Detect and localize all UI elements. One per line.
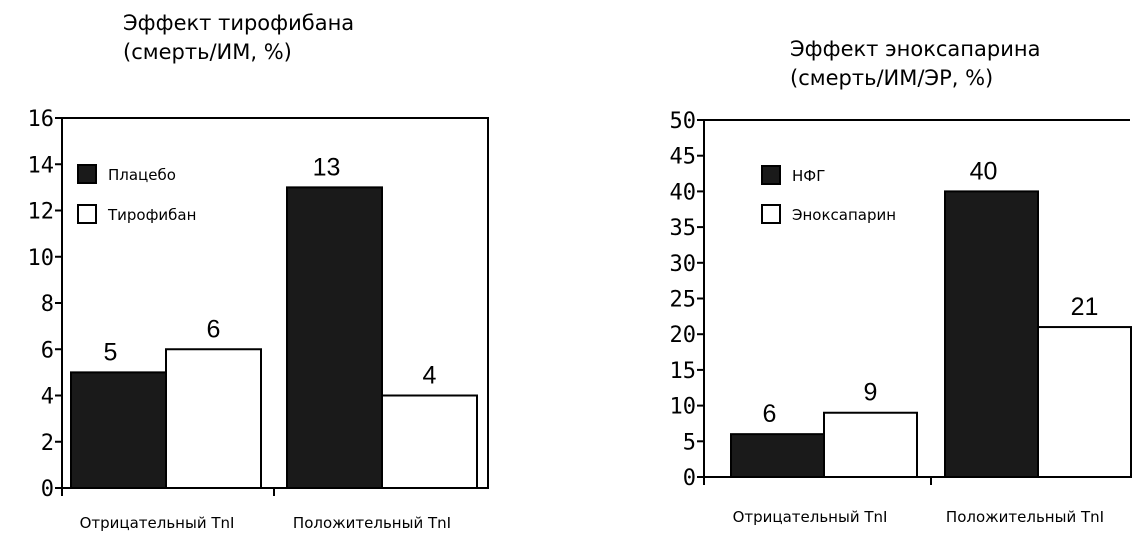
chart-title-enoxaparin: Эффект эноксапарина (смерть/ИМ/ЭР, %)	[790, 35, 1040, 93]
legend-swatch	[77, 204, 97, 224]
legend-swatch	[761, 165, 781, 185]
x-category-label: Отрицательный TnI	[80, 514, 235, 532]
data-label: 6	[763, 400, 777, 428]
bar	[165, 348, 262, 489]
y-tick-label: 0	[683, 466, 696, 491]
data-label: 4	[423, 362, 437, 390]
x-category-label: Отрицательный TnI	[733, 508, 888, 526]
y-tick-label: 25	[670, 288, 697, 313]
chart-subtitle-line: (смерть/ИМ/ЭР, %)	[790, 66, 994, 90]
legend-swatch	[77, 164, 97, 184]
x-category-label: Положительный TnI	[293, 514, 451, 532]
chart-title-tirofiban: Эффект тирофибана (смерть/ИМ, %)	[123, 9, 354, 67]
y-tick-label: 6	[41, 338, 54, 363]
y-tick-label: 30	[670, 252, 697, 277]
bar	[823, 411, 918, 478]
chart-title-line: Эффект тирофибана	[123, 11, 355, 35]
legend-swatch	[761, 204, 781, 224]
chart-subtitle-line: (смерть/ИМ, %)	[123, 40, 292, 64]
chart-title-line: Эффект эноксапарина	[790, 37, 1041, 61]
bar	[286, 186, 383, 489]
y-tick-label: 20	[670, 323, 697, 348]
y-tick-label: 10	[28, 246, 55, 271]
data-label: 21	[1071, 293, 1099, 321]
legend-label: Эноксапарин	[792, 206, 896, 224]
data-label: 13	[313, 153, 341, 181]
data-label: 6	[207, 315, 221, 343]
x-category-label: Положительный TnI	[946, 508, 1104, 526]
y-tick-label: 14	[28, 153, 55, 178]
bar	[944, 190, 1039, 478]
y-tick-label: 16	[28, 107, 55, 132]
y-tick-label: 10	[670, 395, 697, 420]
y-tick-label: 12	[28, 200, 55, 225]
data-label: 9	[864, 379, 878, 407]
bar	[70, 371, 167, 489]
y-tick-label: 45	[670, 145, 697, 170]
y-tick-label: 8	[41, 292, 54, 317]
bar	[730, 433, 825, 479]
legend-label: НФГ	[792, 167, 825, 185]
y-tick-label: 50	[670, 109, 697, 134]
y-tick-label: 4	[41, 385, 54, 410]
y-tick-label: 2	[41, 431, 54, 456]
data-label: 40	[970, 157, 998, 185]
data-label: 5	[104, 338, 118, 366]
bar	[381, 394, 478, 489]
y-tick-label: 5	[683, 430, 696, 455]
bar	[1037, 326, 1132, 478]
y-tick-label: 15	[670, 359, 697, 384]
legend-label: Тирофибан	[107, 206, 196, 224]
y-tick-label: 35	[670, 216, 697, 241]
legend-label: Плацебо	[108, 166, 176, 184]
y-tick-label: 0	[41, 477, 54, 502]
y-tick-label: 40	[670, 180, 697, 205]
